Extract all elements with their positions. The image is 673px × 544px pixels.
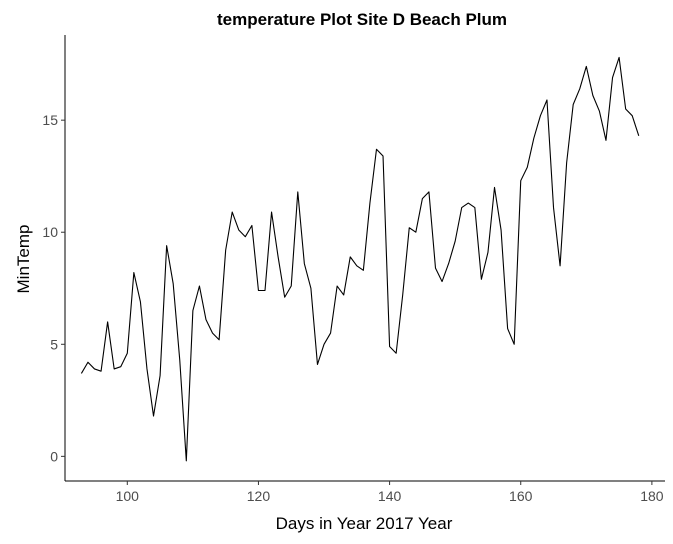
plot-area [80,56,640,462]
x-tick-label: 140 [378,488,402,504]
x-axis: 100 120 140 160 180 [65,480,665,504]
y-axis: 0 5 10 15 [42,35,66,481]
y-tick-label: 15 [42,112,58,128]
x-tick-label: 120 [247,488,271,504]
x-axis-label: Days in Year 2017 Year [276,514,453,533]
x-tick-label: 160 [509,488,533,504]
y-axis-label: MinTemp [14,225,33,294]
y-tick-label: 0 [50,448,58,464]
x-tick-label: 180 [640,488,664,504]
series-line [80,56,640,462]
x-tick-label: 100 [116,488,140,504]
y-tick-label: 10 [42,224,58,240]
chart-title: temperature Plot Site D Beach Plum [217,10,507,29]
y-tick-label: 5 [50,336,58,352]
